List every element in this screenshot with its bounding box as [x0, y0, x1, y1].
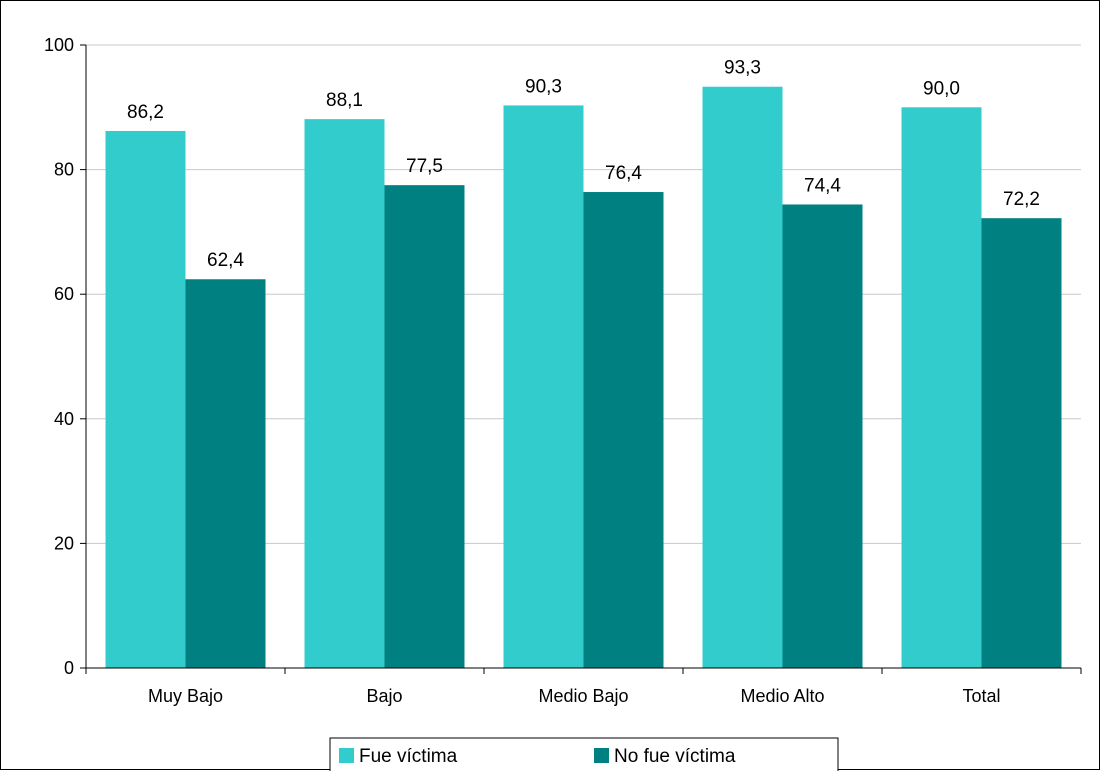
data-labels: 86,2 62,4 88,1 77,5 90,3 76,4 93,3 74,4 90,0 72,2: [127, 58, 1040, 272]
data-label-1-2: 76,4: [605, 163, 642, 184]
x-tick-label-4: Total: [962, 686, 1000, 706]
x-tick-label-1: Bajo: [366, 686, 402, 706]
bar-no-fue-victima-4: [981, 218, 1062, 668]
y-tick-label-0: 0: [64, 658, 74, 678]
x-tick-label-3: Medio Alto: [740, 686, 824, 706]
y-tick-label-1: 20: [54, 533, 74, 553]
y-tick-label-5: 100: [44, 35, 74, 55]
legend-label-1: No fue víctima: [614, 746, 736, 767]
bar-fue-victima-2: [503, 105, 584, 668]
axes: 0 20 40 60 80 100 Muy Bajo Bajo Medio Bajo Medio …: [44, 35, 1082, 706]
data-label-0-2: 90,3: [525, 76, 562, 97]
bar-no-fue-victima-2: [583, 192, 664, 668]
bar-no-fue-victima-3: [782, 204, 863, 668]
data-label-1-3: 74,4: [804, 175, 841, 196]
data-label-0-0: 86,2: [127, 102, 164, 123]
data-label-0-4: 90,0: [923, 78, 960, 99]
x-tick-label-2: Medio Bajo: [538, 686, 628, 706]
bar-no-fue-victima-0: [185, 279, 266, 668]
legend-swatch-1: [594, 748, 609, 763]
bar-fue-victima-0: [105, 130, 186, 668]
data-label-0-1: 88,1: [326, 90, 363, 111]
legend-label-0: Fue víctima: [359, 746, 458, 767]
bar-fue-victima-4: [901, 107, 982, 669]
data-label-1-0: 62,4: [207, 250, 244, 271]
bars: [105, 86, 1062, 669]
data-label-1-1: 77,5: [406, 156, 443, 177]
legend-swatch-0: [339, 748, 354, 763]
legend-box: [329, 737, 839, 771]
data-label-1-4: 72,2: [1003, 189, 1040, 210]
legend: Fue víctima No fue víctima: [329, 737, 839, 771]
y-tick-label-4: 80: [54, 160, 74, 180]
bar-fue-victima-1: [304, 119, 385, 668]
bar-no-fue-victima-1: [384, 185, 465, 669]
y-tick-label-2: 40: [54, 409, 74, 429]
bar-fue-victima-3: [702, 86, 783, 669]
data-label-0-3: 93,3: [724, 58, 761, 79]
y-tick-label-3: 60: [54, 284, 74, 304]
x-tick-label-0: Muy Bajo: [148, 686, 223, 706]
